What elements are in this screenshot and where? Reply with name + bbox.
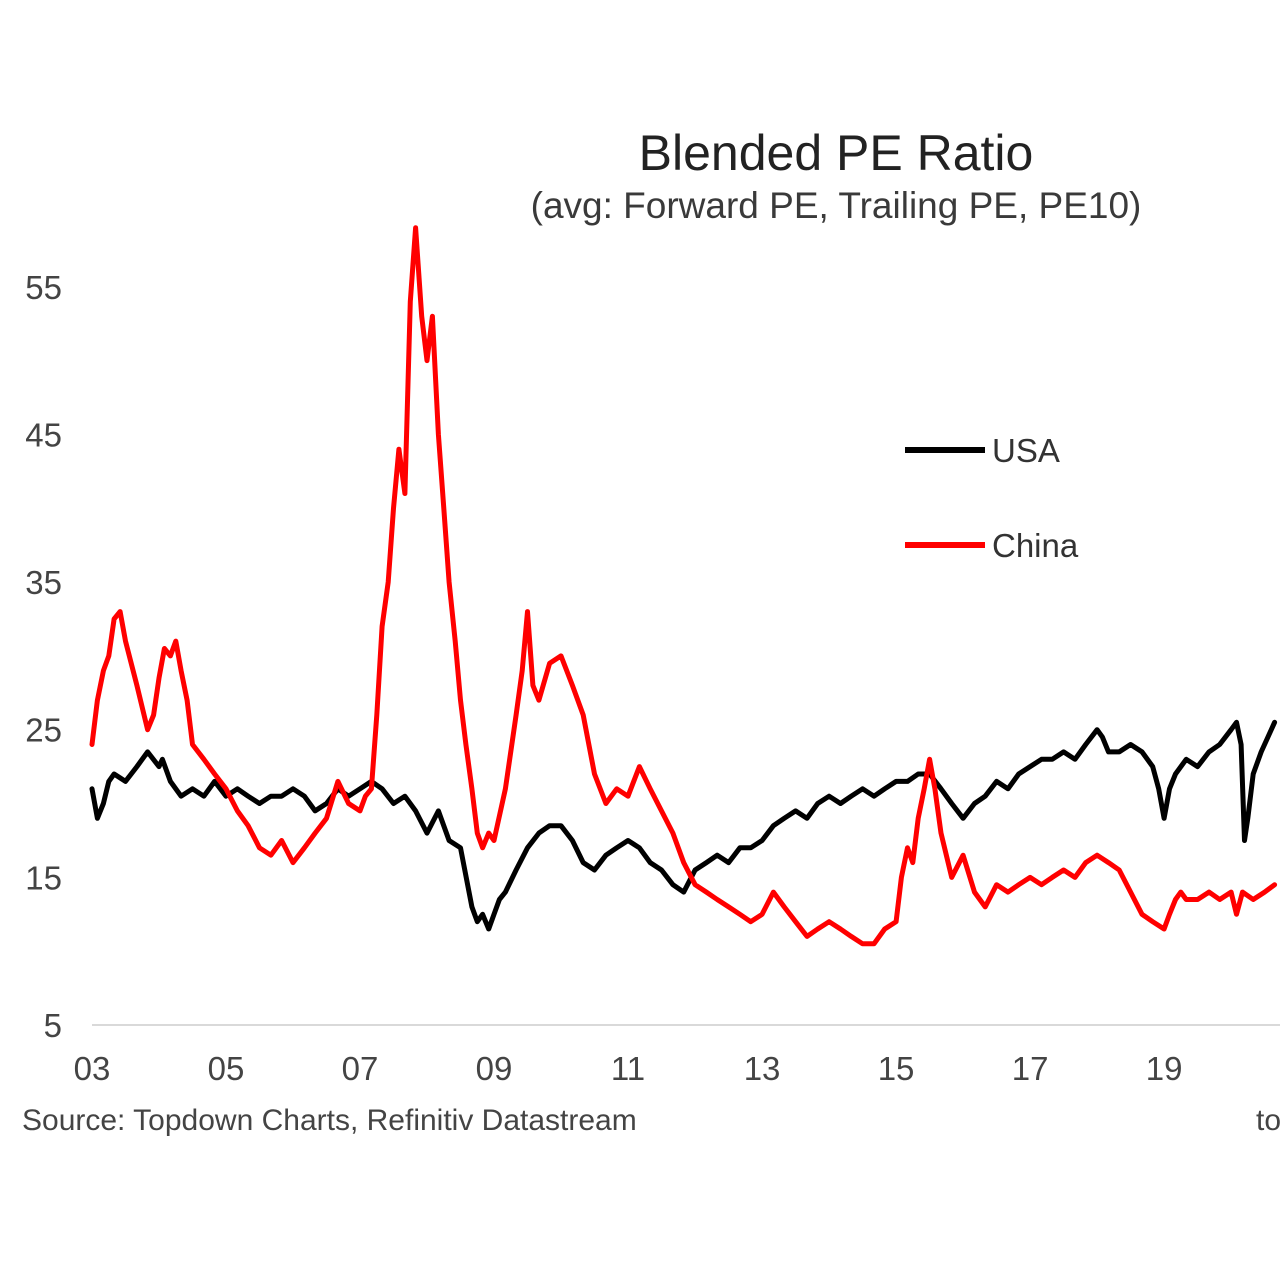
- y-tick-label-25: 25: [25, 712, 62, 749]
- legend-label-china: China: [992, 527, 1079, 564]
- chart-subtitle: (avg: Forward PE, Trailing PE, PE10): [531, 185, 1142, 226]
- x-tick-label-13: 13: [744, 1050, 781, 1087]
- x-axis: 03 05 07 09 11 13 15 17 19: [74, 1050, 1183, 1087]
- legend-label-usa: USA: [992, 432, 1060, 469]
- x-tick-label-09: 09: [476, 1050, 513, 1087]
- y-axis: 5 15 25 35 45 55: [25, 269, 62, 1044]
- y-tick-label-5: 5: [44, 1007, 62, 1044]
- y-tick-label-45: 45: [25, 416, 62, 453]
- y-tick-label-35: 35: [25, 564, 62, 601]
- source-note: Source: Topdown Charts, Refinitiv Datast…: [22, 1104, 637, 1137]
- legend: USA China: [905, 432, 1079, 564]
- x-tick-label-19: 19: [1146, 1050, 1183, 1087]
- x-tick-label-03: 03: [74, 1050, 111, 1087]
- x-tick-label-11: 11: [611, 1050, 645, 1087]
- x-tick-label-17: 17: [1012, 1050, 1049, 1087]
- series-line-usa: [89, 719, 1278, 932]
- y-tick-label-15: 15: [25, 859, 62, 896]
- x-tick-label-05: 05: [208, 1050, 245, 1087]
- x-tick-label-07: 07: [342, 1050, 379, 1087]
- series-line-china: [89, 225, 1278, 947]
- footer-right-text: to: [1256, 1104, 1280, 1137]
- y-tick-label-55: 55: [25, 269, 62, 306]
- chart-title: Blended PE Ratio: [639, 125, 1034, 181]
- series-layer: [89, 225, 1278, 947]
- x-tick-label-15: 15: [878, 1050, 915, 1087]
